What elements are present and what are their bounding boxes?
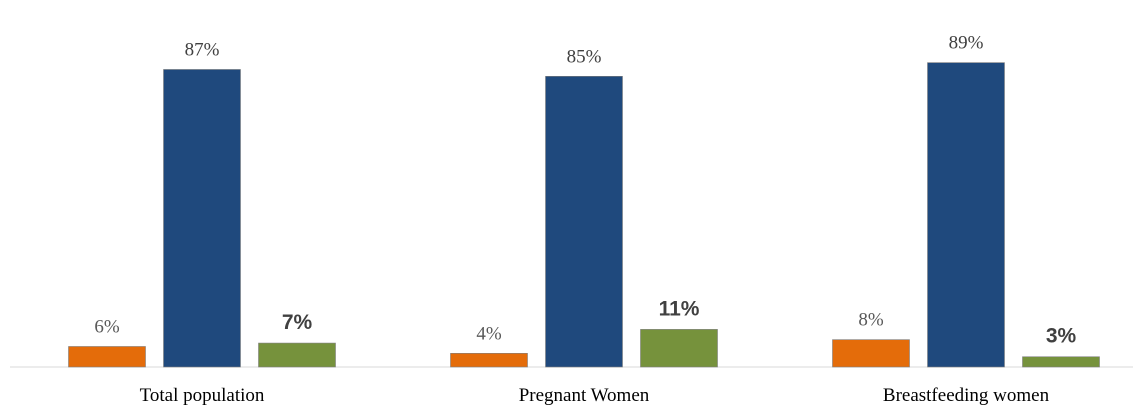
- bar-series-1-3: [832, 339, 910, 368]
- data-label-series-3-2: 11%: [659, 297, 700, 320]
- bar-series-1-1: [68, 346, 146, 368]
- bar-series-3-2: [640, 329, 718, 368]
- x-tick-label-3: Breastfeeding women: [883, 385, 1050, 405]
- data-label-series-1-1: 6%: [94, 316, 120, 337]
- data-label-series-2-2: 85%: [567, 46, 602, 67]
- bar-series-3-1: [258, 342, 336, 368]
- data-label-series-1-2: 4%: [476, 323, 502, 344]
- data-label-series-2-3: 89%: [949, 33, 984, 54]
- data-label-series-2-1: 87%: [185, 39, 220, 60]
- bars-layer: [68, 62, 1100, 368]
- bar-series-3-3: [1022, 356, 1100, 368]
- data-label-series-3-1: 7%: [282, 311, 313, 334]
- data-labels-layer: 6% 87% 7% 4% 85% 11% 8% 89% 3%: [94, 33, 1076, 348]
- data-label-series-3-3: 3%: [1046, 325, 1077, 348]
- bar-series-2-2: [545, 76, 623, 368]
- x-tick-labels-layer: Total population Pregnant Women Breastfeed…: [140, 385, 1050, 405]
- bar-series-2-3: [927, 62, 1005, 368]
- x-tick-label-1: Total population: [140, 385, 265, 405]
- bar-series-2-1: [163, 69, 241, 368]
- bar-series-1-2: [450, 353, 528, 368]
- data-label-series-1-3: 8%: [858, 310, 884, 331]
- x-tick-label-2: Pregnant Women: [519, 385, 650, 405]
